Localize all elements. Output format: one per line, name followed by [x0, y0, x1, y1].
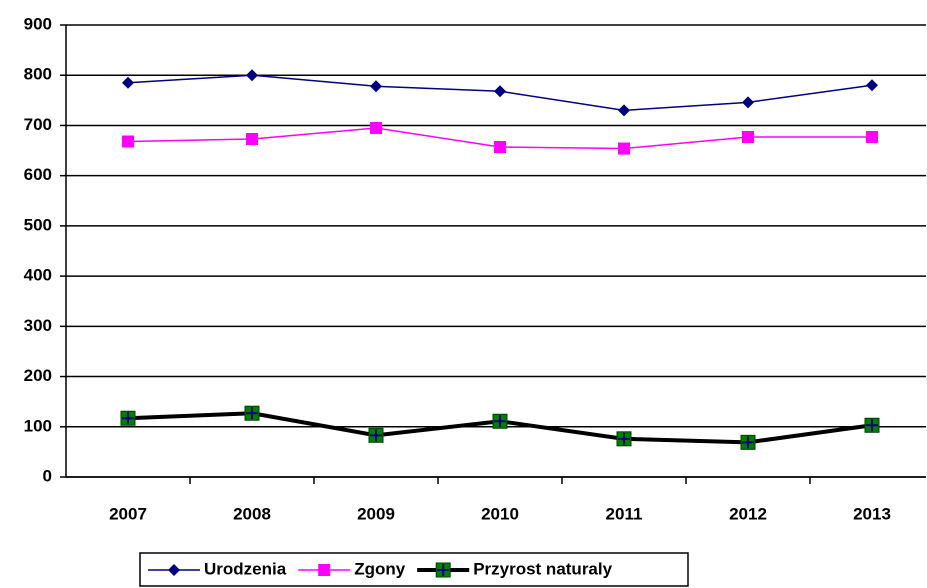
legend-marker [435, 562, 451, 578]
x-tick-label: 2008 [233, 504, 271, 523]
data-point [494, 141, 506, 154]
data-point [494, 85, 506, 98]
legend-label: Urodzenia [204, 559, 287, 578]
data-point [618, 142, 630, 155]
legend-label: Przyrost naturaly [473, 559, 612, 578]
y-tick-label: 900 [24, 14, 52, 33]
data-point [616, 431, 632, 447]
data-point [246, 69, 258, 82]
y-tick-label: 600 [24, 165, 52, 184]
y-tick-label: 400 [24, 266, 52, 285]
x-tick-label: 2007 [109, 504, 147, 523]
data-point [244, 405, 260, 421]
data-point [246, 133, 258, 146]
x-tick-label: 2009 [357, 504, 395, 523]
data-point [122, 76, 134, 89]
data-point [492, 413, 508, 429]
data-point [370, 80, 382, 93]
y-tick-label: 500 [24, 215, 52, 234]
y-tick-label: 100 [24, 416, 52, 435]
y-tick-label: 0 [43, 466, 52, 485]
data-point [866, 130, 878, 143]
legend-marker [168, 564, 180, 576]
data-point [740, 434, 756, 450]
data-point [742, 96, 754, 109]
y-tick-label: 800 [24, 65, 52, 84]
data-point [120, 410, 136, 426]
data-point [742, 130, 754, 143]
legend-box [139, 552, 689, 587]
data-point [618, 104, 630, 117]
y-tick-label: 300 [24, 316, 52, 335]
x-tick-label: 2011 [606, 504, 643, 523]
x-tick-label: 2010 [481, 504, 519, 523]
data-point [368, 427, 384, 443]
y-tick-label: 700 [24, 115, 52, 134]
legend-marker [318, 564, 331, 576]
y-tick-label: 200 [24, 366, 52, 385]
x-tick-label: 2012 [729, 504, 767, 523]
data-point [866, 79, 878, 92]
data-point [864, 417, 880, 433]
x-tick-label: 2013 [853, 504, 891, 523]
data-point [122, 135, 134, 148]
data-point [370, 121, 382, 134]
legend-label: Zgony [354, 559, 406, 578]
